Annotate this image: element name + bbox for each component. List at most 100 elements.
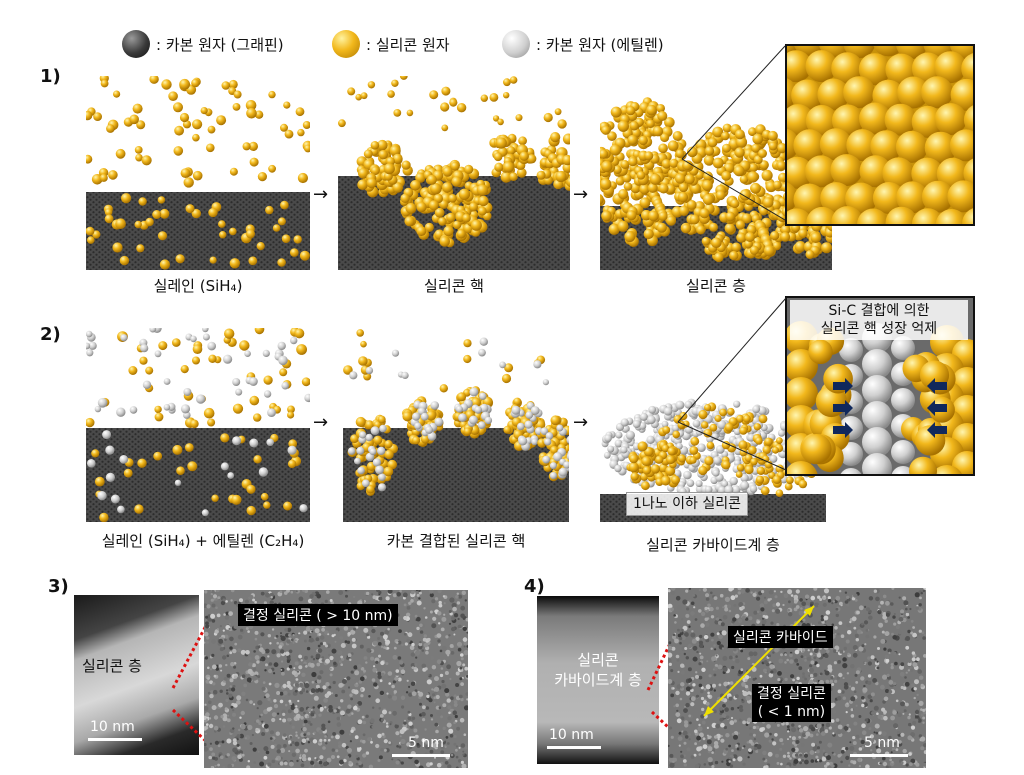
silicon-atom [218,220,226,228]
lattice-texture [439,673,444,678]
lattice-texture [255,727,259,732]
silicon-atom [661,444,670,453]
lattice-texture [689,721,692,725]
lattice-texture [771,609,775,613]
lattice-texture [900,685,904,690]
carbon-atom [477,421,486,429]
silicon-atom [478,195,489,207]
lattice-texture [722,615,728,620]
lattice-texture [775,602,781,607]
lattice-texture [798,725,801,728]
lattice-texture [210,598,214,602]
lattice-texture [691,638,697,644]
lattice-texture [298,654,302,659]
silicon-atom [617,120,629,132]
lattice-texture [881,731,887,737]
lattice-texture [263,723,269,729]
lattice-texture [385,639,391,645]
silicon-atom [493,152,503,162]
carbon-atom [235,388,243,396]
lattice-texture [438,603,443,608]
lattice-texture [438,737,443,742]
silicon-atom [384,440,393,449]
lattice-texture [432,693,436,697]
lattice-texture [263,755,268,760]
lattice-texture [817,595,821,599]
lattice-texture [271,712,277,717]
lattice-texture [298,632,301,635]
lattice-texture [741,746,744,750]
silicon-atom [641,481,650,491]
caption-nucleus: 실리콘 핵 [424,277,484,295]
lattice-texture [349,658,352,662]
carbon-atom [545,432,554,440]
silicon-atom [658,211,668,221]
lattice-texture [908,713,911,716]
lattice-texture [898,630,903,635]
lattice-texture [858,765,861,768]
lattice-texture [416,742,420,746]
lattice-texture [794,753,799,757]
row4-label: 4) [524,576,545,597]
silicon-atom [690,183,701,194]
lattice-texture [450,753,454,757]
ethylene-atom-icon [502,30,530,58]
lattice-texture [219,647,224,652]
lattice-texture [905,645,910,650]
carbon-atom [469,387,479,397]
lattice-texture [887,648,892,653]
lattice-texture [793,759,799,764]
lattice-texture [786,658,789,662]
silicon-atom [711,237,722,249]
inhibition-arrow-icon [927,378,947,394]
lattice-texture [226,654,230,658]
lattice-texture [922,636,926,640]
lattice-texture [340,643,346,648]
silicon-atom [882,157,915,190]
lattice-texture [252,667,257,671]
lattice-texture [804,659,807,662]
silicon-atom [665,466,676,476]
lattice-texture [253,720,257,724]
lattice-texture [218,740,221,744]
lattice-texture [302,590,306,593]
lattice-texture [458,746,461,749]
lattice-texture [890,751,893,754]
lattice-texture [321,659,325,662]
lattice-texture [725,747,728,751]
carbon-atom [202,328,209,333]
lattice-texture [244,737,247,740]
silicon-atom [519,151,529,161]
carbon-atom [420,412,429,421]
lattice-texture [698,640,704,645]
lattice-texture [427,693,429,696]
lattice-texture [219,689,223,693]
silicon-atom [744,454,753,463]
lattice-texture [316,679,322,684]
carbon-atom [648,405,657,414]
lattice-texture [353,665,358,670]
lattice-texture [326,757,332,763]
carbon-atom [434,417,444,427]
lattice-texture [315,758,319,761]
lattice-texture [827,596,831,600]
lattice-texture [762,623,765,627]
lattice-texture [787,609,790,612]
lattice-texture [237,754,242,760]
lattice-texture [711,751,714,754]
lattice-texture [721,713,727,719]
silicon-atom [192,170,203,181]
lattice-texture [335,749,339,753]
carbon-atom [603,451,611,459]
silicon-atom [872,182,905,214]
lattice-texture [780,653,783,657]
lattice-texture [415,656,418,659]
silicon-atom [91,174,103,185]
lattice-texture [880,600,884,605]
silicon-atom [755,475,765,484]
silicon-atom [242,142,251,151]
lattice-texture [402,592,408,598]
lattice-texture [892,710,897,715]
silicon-atom [123,468,133,478]
lattice-texture [259,658,263,661]
